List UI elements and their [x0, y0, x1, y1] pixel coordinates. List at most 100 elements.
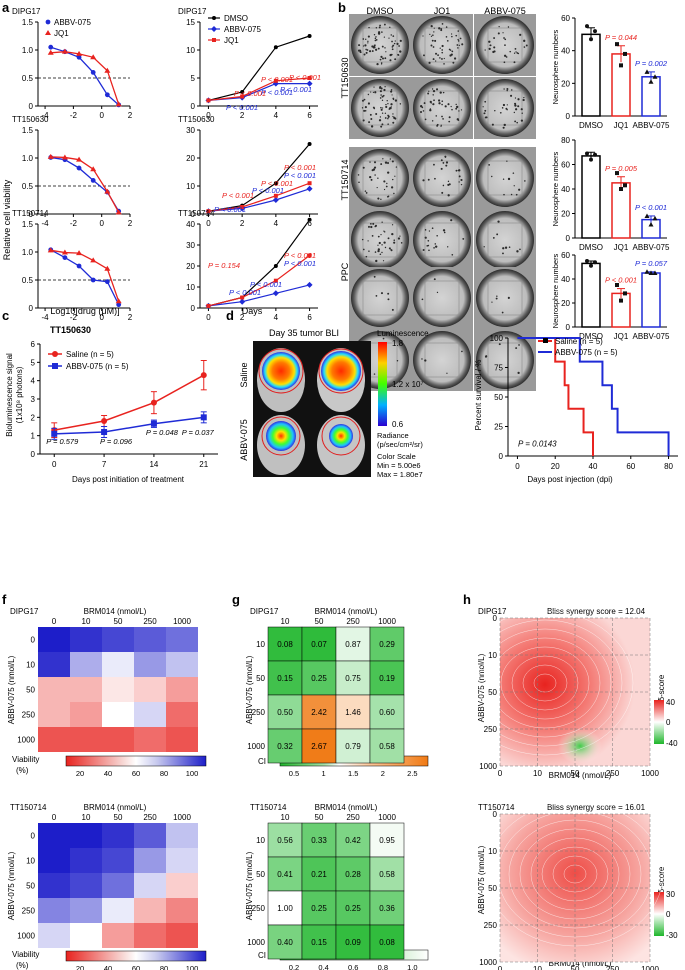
b-bar-y-tick-label: 20 [561, 299, 570, 308]
b-neurosphere [497, 32, 500, 35]
f-heatmap-cell [38, 873, 70, 898]
a-growth-point-jq1 [206, 303, 211, 308]
b-neurosphere [450, 105, 452, 108]
b-bar-pvalue-jq1: P < 0.001 [605, 276, 637, 285]
f-heatmap-cell [134, 727, 166, 752]
b-neurosphere [502, 126, 505, 129]
b-neurosphere [377, 47, 380, 50]
b-bar [611, 292, 631, 328]
panel-label-a: a [2, 0, 10, 15]
f-heatmap-cell [134, 627, 166, 652]
b-neurosphere [432, 103, 435, 106]
b-neurosphere [502, 247, 505, 250]
b-neurosphere [484, 49, 486, 51]
a-growth-pvalue: P = 0.154 [208, 261, 240, 270]
a-growth-1-y-tick-label: 0 [191, 210, 196, 219]
b-bar-ylabel: Neurosphere numbers [551, 29, 560, 104]
a-growth-pvalue: P < 0.001 [261, 179, 293, 188]
a-growth-point-dmso [273, 45, 278, 50]
f-heatmap-cell [102, 627, 134, 652]
h-contour [500, 646, 590, 720]
a-growth-point-jq1 [240, 205, 245, 209]
b-neurosphere [428, 249, 430, 252]
a-dose-2-x-tick-label: -4 [42, 313, 50, 322]
a-dose-point-jq1 [47, 153, 54, 159]
b-well [413, 331, 471, 389]
h-top-y-title: ABBV-075 (nmol/L) [477, 653, 486, 722]
b-well-grid [487, 342, 523, 378]
b-neurosphere [503, 123, 506, 127]
e-x-tick-label: 0 [515, 462, 520, 471]
a-dose-point-jq1 [61, 154, 68, 160]
a-growth-point-abbv [272, 197, 279, 203]
a-dose-2-y-tick-label: 1.5 [22, 220, 34, 229]
b-neurosphere [443, 63, 445, 65]
b-neurosphere [379, 97, 382, 99]
g-ci-value: 0.32 [277, 742, 293, 751]
b-neurosphere [369, 113, 372, 116]
g-ci-cell [267, 856, 303, 892]
b-neurosphere [456, 44, 459, 46]
g-ci-value: 0.33 [311, 836, 327, 845]
b-neurosphere [419, 110, 423, 114]
a-growth-line-DMSO [208, 35, 310, 101]
g-ci-cell [301, 626, 337, 662]
g-ci-cell [267, 694, 303, 730]
f-heatmap-cell [166, 677, 198, 702]
a-growth-pvalue: P < 0.001 [252, 186, 284, 195]
f-row-label: 50 [26, 882, 35, 891]
a-growth-pvalue: P < 0.001 [284, 251, 316, 260]
a-growth-legend-label: JQ1 [224, 36, 239, 45]
a-dose-1-x-tick-label: -2 [70, 219, 78, 228]
b-neurosphere [445, 164, 448, 167]
b-neurosphere [517, 371, 520, 375]
a-growth-2-x-tick-label: 4 [274, 313, 279, 322]
g-ci-cell [301, 728, 337, 764]
b-neurosphere [455, 169, 458, 172]
a-growth-2-y-tick-label: 10 [186, 283, 195, 292]
b-neurosphere [432, 94, 434, 96]
b-neurosphere [422, 248, 425, 252]
f-scale-tick: 20 [76, 769, 84, 778]
b-neurosphere [374, 48, 378, 51]
b-neurosphere [499, 111, 502, 114]
b-neurosphere [449, 49, 452, 51]
b-neurosphere [498, 343, 501, 346]
b-neurosphere [384, 161, 388, 164]
b-bar-point [589, 157, 593, 162]
f-heatmap-cell [38, 652, 70, 677]
b-well-grid [487, 280, 523, 316]
b-neurosphere [358, 181, 360, 184]
b-bar-y-tick-label: 20 [561, 79, 570, 88]
b-well [476, 149, 534, 207]
b-neurosphere [380, 125, 383, 128]
b-neurosphere [388, 247, 391, 250]
c-x-tick-label: 14 [149, 460, 158, 469]
a-growth-pvalue: P < 0.001 [250, 280, 282, 289]
g-ci-value: 1.00 [277, 904, 293, 913]
f-heatmap-cell [38, 823, 70, 848]
b-well [413, 79, 471, 137]
b-well [476, 79, 534, 137]
e-y-tick-label: 100 [490, 334, 504, 343]
b-neurosphere [392, 113, 394, 115]
b-neurosphere [394, 99, 398, 102]
b-neurosphere [363, 98, 366, 101]
h-top-scale-mid: 0 [666, 718, 671, 727]
f-heatmap-cell [166, 898, 198, 923]
h-y-tick-label: 10 [488, 847, 497, 856]
a-dose-point-abbv [76, 263, 82, 269]
e-y-tick-label: 25 [494, 423, 503, 432]
b-neurosphere [441, 49, 444, 51]
b-neurosphere [381, 57, 385, 60]
a-dose-2-x-tick-label: 0 [99, 313, 104, 322]
b-neurosphere [384, 47, 386, 49]
b-neurosphere [373, 86, 375, 88]
b-neurosphere [380, 108, 383, 111]
b-bar-point [615, 42, 619, 47]
b-neurosphere [496, 295, 498, 297]
b-neurosphere [492, 237, 495, 239]
b-neurosphere [370, 117, 373, 120]
f-heatmap-cell [38, 677, 70, 702]
